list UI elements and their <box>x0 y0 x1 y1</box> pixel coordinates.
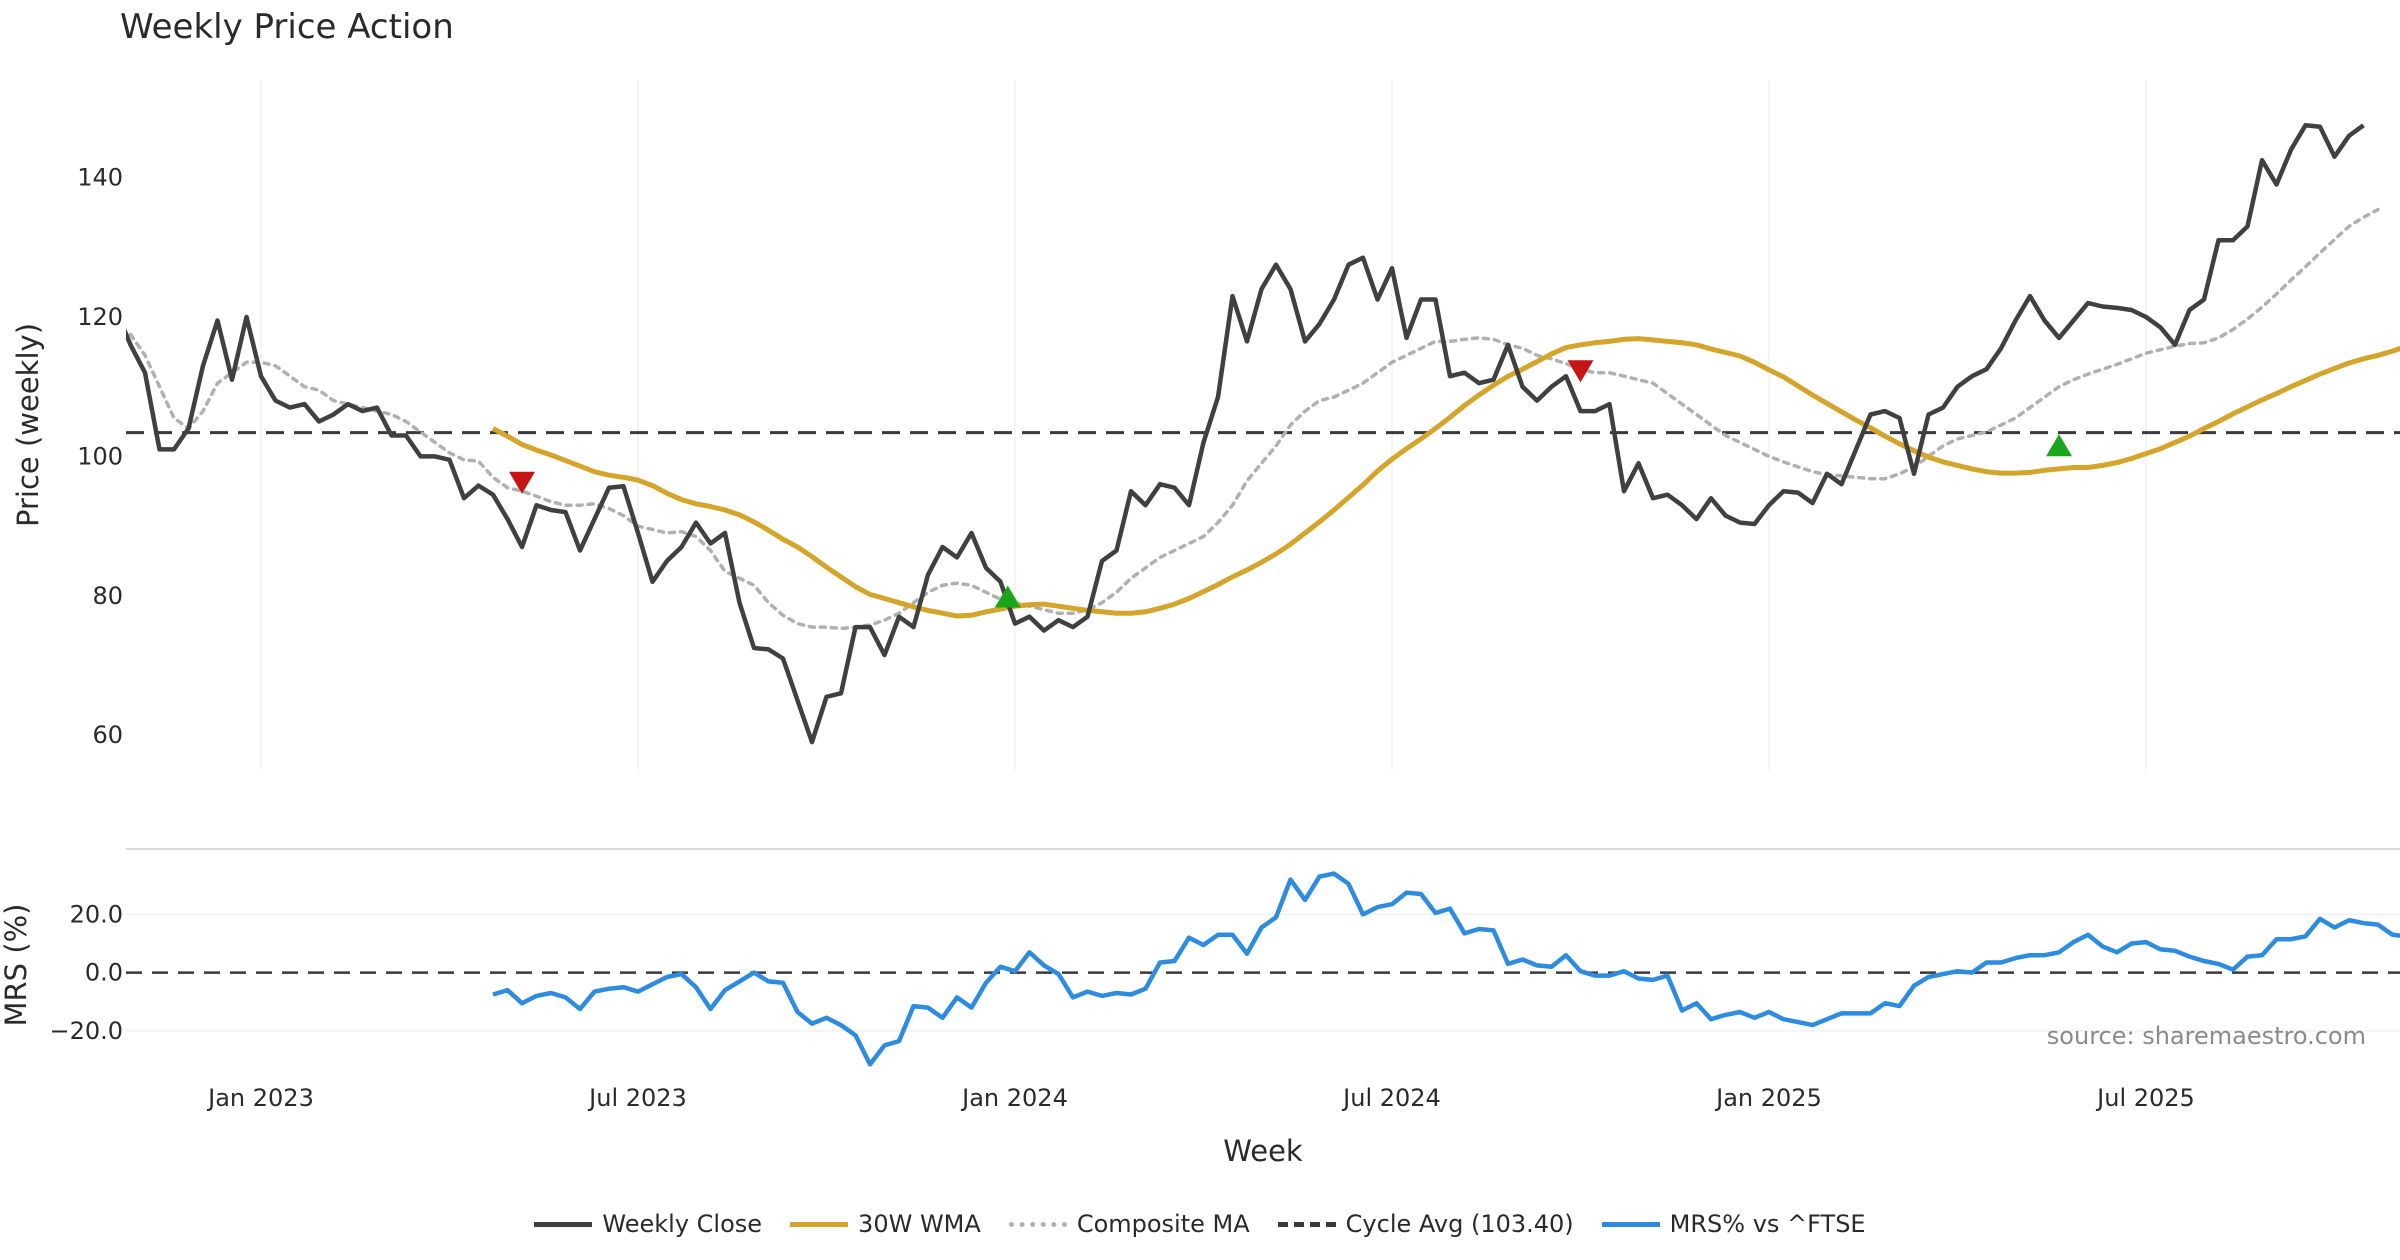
mrs-y-tick: −20.0 <box>49 1017 123 1045</box>
sell-signal-marker-2 <box>1567 360 1594 383</box>
legend-item-wma: 30W WMA <box>790 1210 981 1238</box>
x-tick-jul-2023: Jul 2023 <box>587 1084 687 1112</box>
series-mrs <box>492 871 2400 1067</box>
x-tick-jul-2025: Jul 2025 <box>2095 1084 2195 1112</box>
price-panel-grid <box>260 80 2147 770</box>
mrs-panel-grid <box>126 913 2400 1032</box>
signal-markers <box>509 360 2072 608</box>
mrs-panel-series <box>126 871 2400 1067</box>
legend-swatch-cycle-avg <box>1277 1221 1336 1227</box>
legend-item-composite-ma: Composite MA <box>1008 1210 1250 1238</box>
mrs-y-axis-label: MRS (%) <box>0 904 33 1027</box>
price-y-tick: 60 <box>92 721 123 749</box>
x-tick-jan-2024: Jan 2024 <box>960 1084 1068 1112</box>
legend-label-mrs: MRS% vs ^FTSE <box>1669 1210 1866 1238</box>
mrs-y-tick: 20.0 <box>70 900 123 928</box>
series-30w-wma <box>491 336 2400 619</box>
legend-item-weekly-close: Weekly Close <box>534 1210 762 1238</box>
price-y-tick: 140 <box>77 164 123 192</box>
buy-signal-marker-3 <box>2046 434 2072 457</box>
series-composite-ma <box>128 207 2380 631</box>
buy-signal-marker-1 <box>994 585 1021 608</box>
legend-swatch-mrs <box>1601 1221 1660 1227</box>
legend: Weekly Close 30W WMA Composite MA Cycle … <box>0 1210 2400 1238</box>
legend-swatch-weekly-close <box>534 1221 593 1227</box>
mrs-y-ticks: −20.0 0.0 20.0 <box>49 900 123 1044</box>
price-y-tick: 100 <box>77 442 123 470</box>
legend-item-mrs: MRS% vs ^FTSE <box>1601 1210 1866 1238</box>
sell-signal-marker-0 <box>509 471 535 494</box>
legend-label-wma: 30W WMA <box>858 1210 981 1238</box>
price-y-tick: 80 <box>92 582 123 610</box>
price-y-axis-label: Price (weekly) <box>11 323 45 527</box>
x-axis-label: Week <box>1223 1134 1303 1168</box>
legend-label-weekly-close: Weekly Close <box>602 1210 763 1238</box>
series-weekly-close <box>126 123 2365 745</box>
price-y-tick: 120 <box>77 303 123 331</box>
x-tick-jan-2023: Jan 2023 <box>206 1084 314 1112</box>
legend-item-cycle-avg: Cycle Avg (103.40) <box>1277 1210 1574 1238</box>
legend-swatch-composite-ma <box>1008 1221 1067 1227</box>
price-panel-series <box>126 123 2400 745</box>
x-tick-jan-2025: Jan 2025 <box>1714 1084 1822 1112</box>
x-ticks: Jan 2023 Jul 2023 Jan 2024 Jul 2024 Jan 2025… <box>206 1084 2195 1112</box>
source-credit: source: sharemaestro.com <box>2047 1022 2366 1050</box>
legend-label-composite-ma: Composite MA <box>1076 1210 1250 1238</box>
mrs-y-tick: 0.0 <box>85 959 123 987</box>
chart-title: Weekly Price Action <box>120 7 454 47</box>
legend-label-cycle-avg: Cycle Avg (103.40) <box>1345 1210 1574 1238</box>
legend-swatch-wma <box>790 1221 849 1227</box>
price-y-ticks: 60 80 100 120 140 <box>77 164 123 750</box>
x-tick-jul-2024: Jul 2024 <box>1341 1084 1441 1112</box>
